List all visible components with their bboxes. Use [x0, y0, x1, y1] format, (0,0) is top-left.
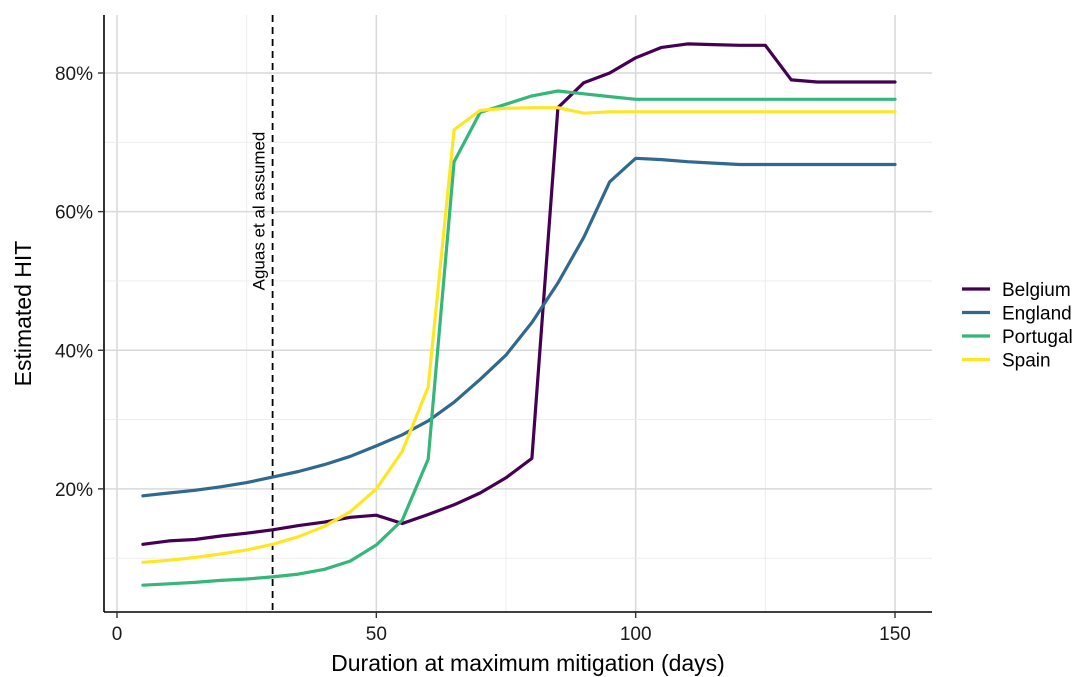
- x-tick-label: 50: [366, 624, 387, 645]
- x-axis-title: Duration at maximum mitigation (days): [331, 650, 725, 676]
- annotation: Aguas et al assumed: [250, 15, 274, 612]
- y-tick-label: 40%: [55, 341, 93, 362]
- x-tick-label: 0: [112, 624, 123, 645]
- y-tick-label: 80%: [55, 64, 93, 85]
- legend-label-belgium: Belgium: [1002, 280, 1071, 301]
- series-line-spain: [141, 106, 897, 564]
- legend-label-england: England: [1002, 304, 1072, 325]
- series-line-belgium: [141, 42, 897, 546]
- x-tick-label: 100: [620, 624, 652, 645]
- legend-label-spain: Spain: [1002, 351, 1051, 372]
- series-lines: [141, 42, 897, 587]
- series-line-england: [141, 156, 897, 498]
- x-tick-label: 150: [879, 624, 911, 645]
- grid-lines: [104, 15, 932, 612]
- y-tick-label: 60%: [55, 203, 93, 224]
- axes: [103, 15, 932, 613]
- y-tick-label: 20%: [55, 480, 93, 501]
- axis-ticks: 0 50 100 150 20% 40% 60% 80%: [55, 64, 911, 645]
- y-axis-title: Estimated HIT: [10, 241, 36, 387]
- legend-label-portugal: Portugal: [1002, 327, 1073, 348]
- series-line-portugal: [141, 89, 897, 587]
- annotation-label: Aguas et al assumed: [250, 132, 269, 291]
